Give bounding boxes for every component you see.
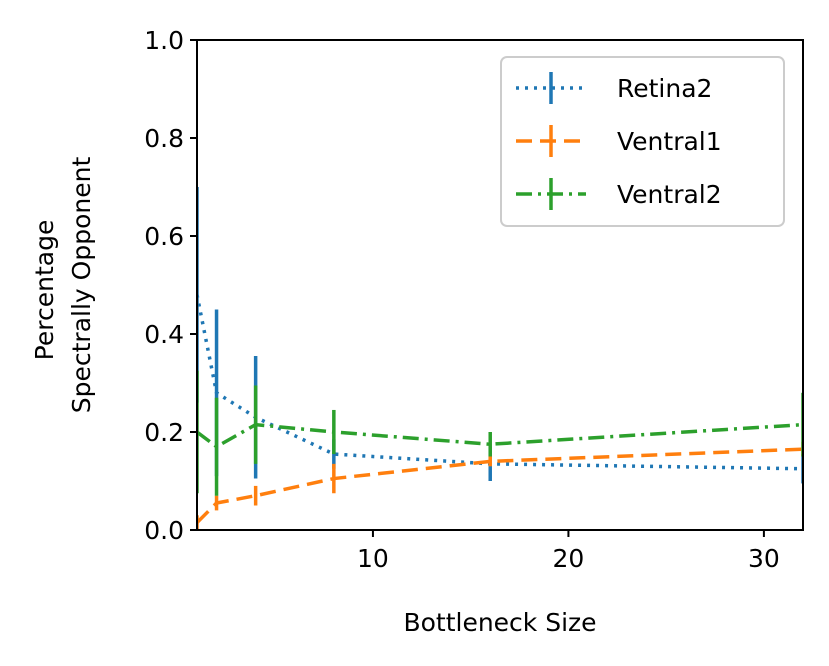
plot-frame xyxy=(196,39,804,531)
legend-entry-ventral2: Ventral2 xyxy=(516,178,722,210)
series-retina2 xyxy=(197,187,803,484)
legend-entry-retina2: Retina2 xyxy=(516,72,712,104)
y-tick-label: 0.2 xyxy=(144,418,184,447)
x-tick-label: 20 xyxy=(553,544,585,573)
x-axis: 10 20 30 xyxy=(357,530,780,573)
y-tick-label: 0.4 xyxy=(144,320,184,349)
series-ventral1 xyxy=(197,441,803,530)
legend-entry-ventral1: Ventral1 xyxy=(516,125,722,157)
y-axis-label-line1: Percentage xyxy=(30,220,59,361)
legend-label-ventral1: Ventral1 xyxy=(617,127,722,156)
y-tick-label: 0.8 xyxy=(144,124,184,153)
series-layer xyxy=(197,187,803,530)
legend-label-retina2: Retina2 xyxy=(617,74,712,103)
legend: Retina2 Ventral1 Ventral2 xyxy=(500,56,785,227)
series-line-retina2 xyxy=(197,294,803,471)
y-axis: 0.0 0.2 0.4 0.6 0.8 1.0 xyxy=(144,26,197,545)
series-line-ventral1 xyxy=(197,447,803,524)
y-tick-label: 0.6 xyxy=(144,222,184,251)
x-tick-label: 30 xyxy=(748,544,780,573)
x-axis-label: Bottleneck Size xyxy=(403,608,596,637)
x-tick-label: 10 xyxy=(357,544,389,573)
legend-box xyxy=(500,56,785,227)
y-axis-label-line2: Spectrally Opponent xyxy=(67,157,96,414)
y-tick-label: 1.0 xyxy=(144,26,184,55)
series-line-ventral2 xyxy=(197,422,803,449)
series-ventral2 xyxy=(197,370,803,496)
y-tick-label: 0.0 xyxy=(144,516,184,545)
legend-label-ventral2: Ventral2 xyxy=(617,180,722,209)
